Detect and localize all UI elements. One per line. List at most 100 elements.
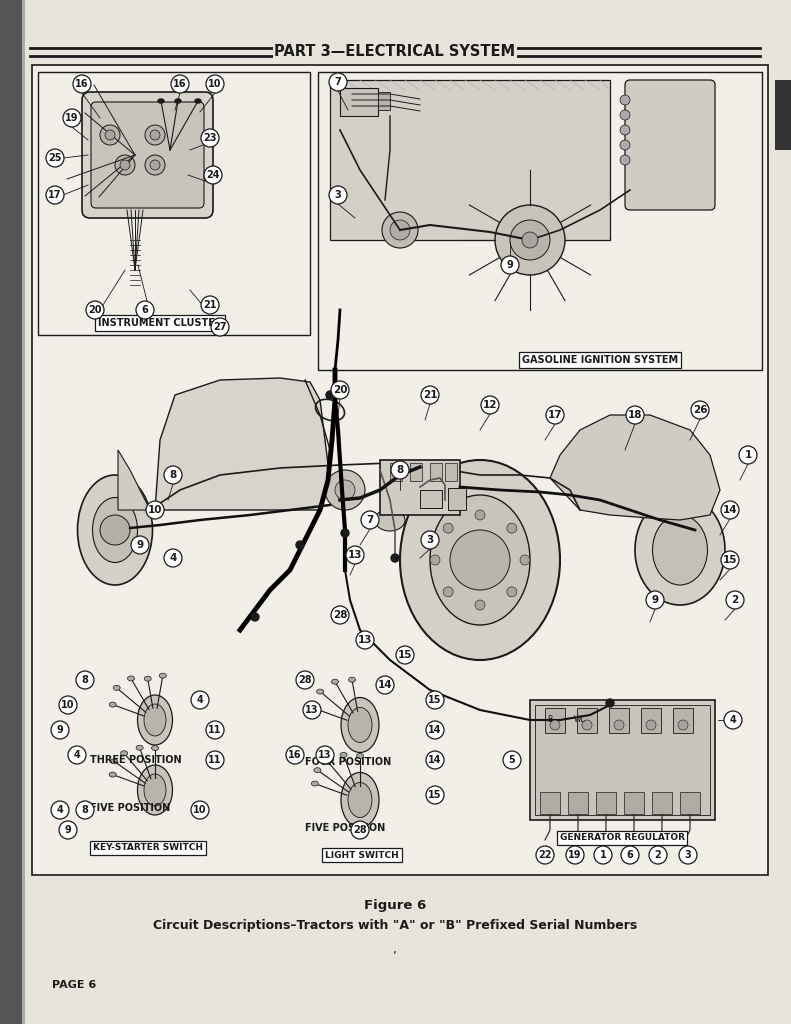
Circle shape [503, 751, 521, 769]
Circle shape [115, 155, 135, 175]
Circle shape [594, 846, 612, 864]
Circle shape [251, 613, 259, 621]
Bar [577, 708, 597, 733]
Circle shape [145, 155, 165, 175]
Text: FOUR POSITION: FOUR POSITION [305, 757, 392, 767]
Circle shape [739, 446, 757, 464]
FancyBboxPatch shape [91, 102, 204, 208]
Bar [420, 490, 442, 508]
Circle shape [678, 720, 688, 730]
Circle shape [443, 587, 453, 597]
Text: GENERATOR REGULATOR: GENERATOR REGULATOR [559, 834, 684, 843]
Circle shape [626, 406, 644, 424]
Ellipse shape [357, 754, 364, 759]
Text: FIVE POSITION: FIVE POSITION [90, 803, 170, 813]
Circle shape [621, 846, 639, 864]
Ellipse shape [400, 460, 560, 660]
Circle shape [481, 396, 499, 414]
Text: 21: 21 [203, 300, 217, 310]
Text: 6: 6 [626, 850, 634, 860]
Text: 8: 8 [396, 465, 403, 475]
Circle shape [46, 186, 64, 204]
Text: FIVE POSITION: FIVE POSITION [305, 823, 385, 833]
Text: 8: 8 [81, 675, 89, 685]
Circle shape [59, 821, 77, 839]
Ellipse shape [127, 676, 134, 681]
Bar [32, 65, 768, 874]
Ellipse shape [349, 677, 355, 682]
Text: KEY-STARTER SWITCH: KEY-STARTER SWITCH [93, 844, 203, 853]
Circle shape [614, 720, 624, 730]
Circle shape [191, 691, 209, 709]
Ellipse shape [316, 689, 324, 694]
Circle shape [522, 232, 538, 248]
Circle shape [296, 671, 314, 689]
Text: PAGE 6: PAGE 6 [52, 980, 97, 990]
Circle shape [51, 801, 69, 819]
Text: 15: 15 [398, 650, 412, 660]
Text: 12: 12 [483, 400, 498, 410]
Ellipse shape [340, 753, 347, 758]
Ellipse shape [341, 772, 379, 827]
Text: 15: 15 [428, 790, 441, 800]
Bar [641, 708, 661, 733]
Text: 17: 17 [48, 190, 62, 200]
Ellipse shape [635, 495, 725, 605]
Text: 26: 26 [693, 406, 707, 415]
Circle shape [76, 801, 94, 819]
Ellipse shape [121, 751, 127, 756]
Text: 8: 8 [169, 470, 176, 480]
FancyBboxPatch shape [82, 92, 213, 218]
Circle shape [421, 531, 439, 549]
Circle shape [63, 109, 81, 127]
Circle shape [191, 801, 209, 819]
Bar [535, 705, 710, 815]
Circle shape [620, 95, 630, 105]
Circle shape [426, 691, 444, 709]
Ellipse shape [113, 685, 120, 690]
Ellipse shape [109, 702, 116, 708]
Circle shape [426, 721, 444, 739]
Text: 13: 13 [358, 635, 373, 645]
Circle shape [341, 529, 349, 537]
Text: 19: 19 [568, 850, 581, 860]
Text: 22: 22 [538, 850, 552, 860]
Text: 2: 2 [655, 850, 661, 860]
Circle shape [100, 125, 120, 145]
Bar [340, 88, 378, 116]
Ellipse shape [159, 673, 166, 678]
Ellipse shape [348, 782, 372, 817]
Circle shape [475, 510, 485, 520]
Bar [680, 792, 700, 814]
Text: 20: 20 [89, 305, 102, 315]
Circle shape [724, 711, 742, 729]
Circle shape [331, 381, 349, 399]
Circle shape [145, 125, 165, 145]
Circle shape [164, 549, 182, 567]
Circle shape [691, 401, 709, 419]
Circle shape [131, 536, 149, 554]
Circle shape [450, 530, 510, 590]
Text: 4: 4 [729, 715, 736, 725]
Circle shape [390, 220, 410, 240]
Ellipse shape [375, 509, 405, 531]
Circle shape [507, 523, 517, 534]
Bar [445, 463, 457, 481]
Text: 25: 25 [48, 153, 62, 163]
Text: Figure 6: Figure 6 [364, 898, 426, 911]
Circle shape [316, 746, 334, 764]
Bar [673, 708, 693, 733]
Circle shape [86, 301, 104, 319]
Ellipse shape [136, 745, 143, 751]
Text: 14: 14 [377, 680, 392, 690]
Circle shape [150, 130, 160, 140]
Circle shape [566, 846, 584, 864]
Text: 4: 4 [57, 805, 63, 815]
Circle shape [120, 160, 130, 170]
Circle shape [376, 676, 394, 694]
Text: 16: 16 [173, 79, 187, 89]
Circle shape [510, 220, 550, 260]
Circle shape [206, 721, 224, 739]
Ellipse shape [138, 765, 172, 815]
Text: 8: 8 [81, 805, 89, 815]
